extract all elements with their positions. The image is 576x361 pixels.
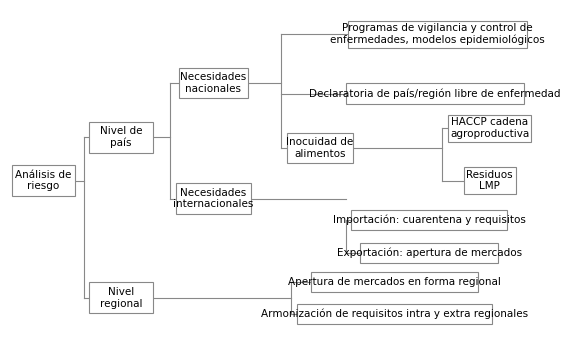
Text: Apertura de mercados en forma regional: Apertura de mercados en forma regional — [288, 277, 501, 287]
FancyBboxPatch shape — [448, 115, 531, 142]
Text: Necesidades
nacionales: Necesidades nacionales — [180, 72, 247, 94]
FancyBboxPatch shape — [297, 304, 492, 324]
FancyBboxPatch shape — [287, 133, 353, 163]
Text: HACCP cadena
agroproductiva: HACCP cadena agroproductiva — [450, 117, 529, 139]
FancyBboxPatch shape — [346, 83, 524, 104]
Text: Nivel
regional: Nivel regional — [100, 287, 142, 309]
Text: Exportación: apertura de mercados: Exportación: apertura de mercados — [336, 247, 522, 258]
Text: Análisis de
riesgo: Análisis de riesgo — [15, 170, 71, 191]
Text: Programas de vigilancia y control de
enfermedades, modelos epidemiológicos: Programas de vigilancia y control de enf… — [331, 23, 545, 45]
FancyBboxPatch shape — [89, 122, 153, 152]
FancyBboxPatch shape — [89, 283, 153, 313]
Text: Importación: cuarentena y requisitos: Importación: cuarentena y requisitos — [333, 215, 525, 226]
Text: Nivel de
país: Nivel de país — [100, 126, 142, 148]
FancyBboxPatch shape — [179, 68, 248, 98]
FancyBboxPatch shape — [12, 165, 75, 196]
FancyBboxPatch shape — [464, 167, 516, 194]
FancyBboxPatch shape — [360, 243, 498, 263]
Text: Inocuidad de
alimentos: Inocuidad de alimentos — [286, 137, 353, 159]
FancyBboxPatch shape — [311, 271, 478, 292]
FancyBboxPatch shape — [351, 210, 507, 230]
FancyBboxPatch shape — [348, 21, 527, 48]
Text: Declaratoria de país/región libre de enfermedad: Declaratoria de país/región libre de enf… — [309, 88, 560, 99]
Text: Necesidades
internacionales: Necesidades internacionales — [173, 188, 253, 209]
Text: Residuos
LMP: Residuos LMP — [467, 170, 513, 191]
FancyBboxPatch shape — [176, 183, 251, 214]
Text: Armonización de requisitos intra y extra regionales: Armonización de requisitos intra y extra… — [261, 309, 528, 319]
